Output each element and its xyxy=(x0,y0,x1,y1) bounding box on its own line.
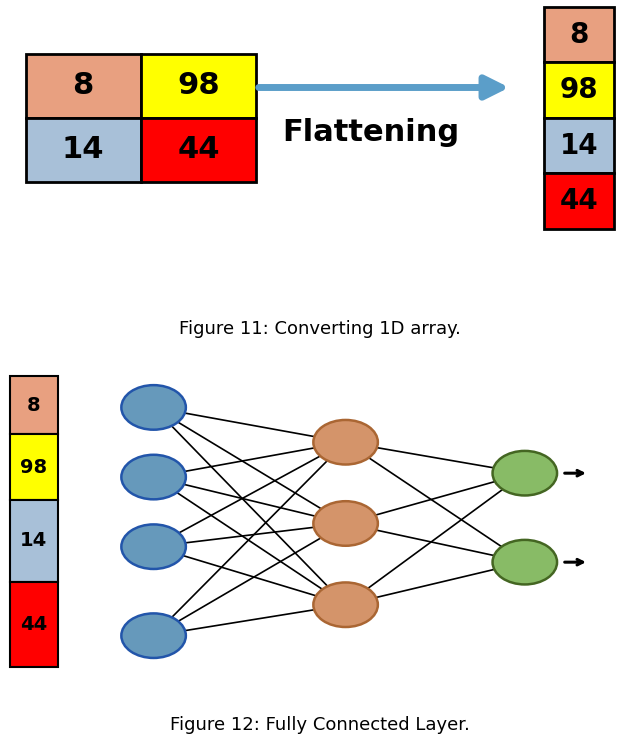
Text: 8: 8 xyxy=(570,21,589,49)
Text: 98: 98 xyxy=(560,76,598,104)
Text: 14: 14 xyxy=(62,135,104,164)
Ellipse shape xyxy=(122,613,186,658)
FancyBboxPatch shape xyxy=(10,582,58,667)
FancyBboxPatch shape xyxy=(544,173,614,228)
Text: 98: 98 xyxy=(177,71,220,100)
FancyBboxPatch shape xyxy=(10,376,58,434)
Ellipse shape xyxy=(122,385,186,430)
Ellipse shape xyxy=(314,501,378,546)
Ellipse shape xyxy=(314,583,378,627)
Text: Figure 12: Fully Connected Layer.: Figure 12: Fully Connected Layer. xyxy=(170,716,470,734)
Text: 8: 8 xyxy=(72,71,94,100)
Ellipse shape xyxy=(493,451,557,496)
Text: 44: 44 xyxy=(20,615,47,634)
Text: 14: 14 xyxy=(20,531,47,551)
Text: 44: 44 xyxy=(560,187,598,215)
FancyBboxPatch shape xyxy=(544,118,614,173)
FancyArrowPatch shape xyxy=(259,78,502,97)
Text: 8: 8 xyxy=(27,396,40,415)
FancyBboxPatch shape xyxy=(141,54,256,118)
Ellipse shape xyxy=(493,540,557,585)
Text: Figure 11: Converting 1D array.: Figure 11: Converting 1D array. xyxy=(179,320,461,338)
Ellipse shape xyxy=(122,455,186,499)
Text: 14: 14 xyxy=(560,132,598,159)
Ellipse shape xyxy=(314,420,378,464)
FancyBboxPatch shape xyxy=(141,118,256,182)
FancyBboxPatch shape xyxy=(544,62,614,118)
FancyBboxPatch shape xyxy=(26,118,141,182)
FancyBboxPatch shape xyxy=(10,500,58,582)
FancyBboxPatch shape xyxy=(26,54,141,118)
Ellipse shape xyxy=(122,525,186,569)
FancyBboxPatch shape xyxy=(544,7,614,62)
FancyBboxPatch shape xyxy=(10,434,58,500)
Text: Flattening: Flattening xyxy=(283,118,460,147)
Text: 98: 98 xyxy=(20,458,47,477)
Text: 44: 44 xyxy=(177,135,220,164)
